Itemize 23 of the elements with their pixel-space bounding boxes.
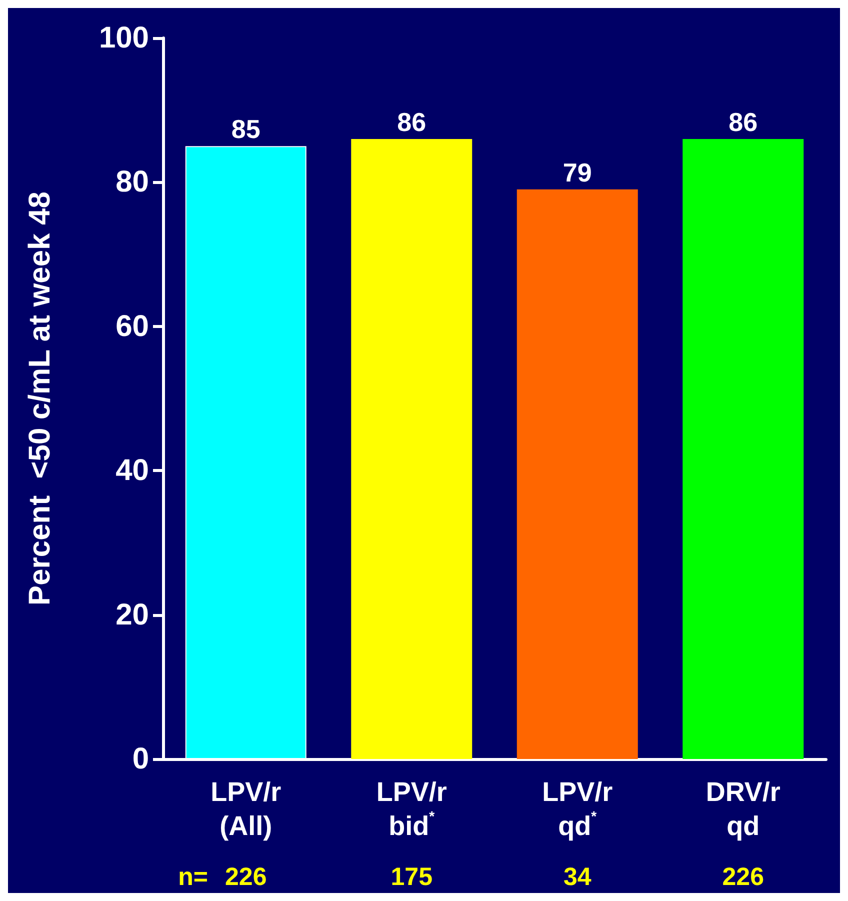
y-tick-label: 100 <box>98 22 149 54</box>
text: n= <box>178 863 208 891</box>
data-label: 86 <box>728 106 758 137</box>
y-tick-label: 40 <box>116 454 149 488</box>
bar <box>351 138 472 759</box>
data-label: 85 <box>231 114 260 144</box>
y-axis-title: Percent <50 c/mL at week 48 <box>24 192 56 606</box>
y-tick-label: 60 <box>116 310 149 343</box>
bar <box>682 138 804 759</box>
y-tick-label: 0 <box>132 742 149 776</box>
x-tick-label: LPV/r (All) <box>210 777 282 841</box>
y-tick-label: 20 <box>116 598 149 632</box>
y-tick-label: 80 <box>116 166 149 199</box>
x-tick-label: LPV/r bid* <box>376 777 448 841</box>
text: 175 <box>390 863 433 891</box>
x-tick-label: LPV/r qd* <box>542 777 614 841</box>
text: 34 <box>563 863 592 891</box>
x-tick-label: DRV/r qd <box>706 777 781 841</box>
data-label: 79 <box>562 157 592 188</box>
bar <box>516 189 638 759</box>
text: 226 <box>225 863 267 891</box>
text: 226 <box>722 863 764 891</box>
data-label: 86 <box>397 106 426 137</box>
